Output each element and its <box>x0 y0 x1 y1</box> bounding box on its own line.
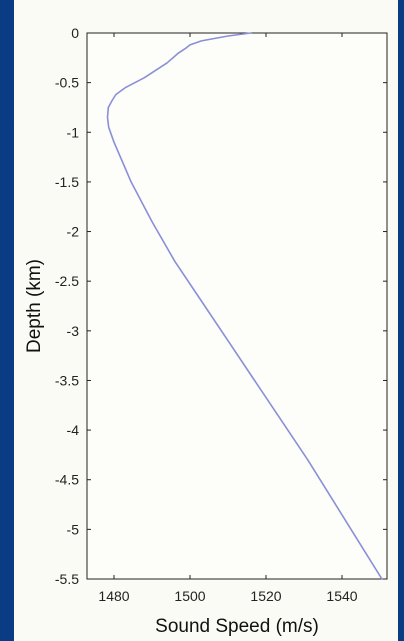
x-tick-label: 1520 <box>250 588 281 604</box>
y-tick-label: -1.5 <box>55 174 79 190</box>
x-tick-label: 1540 <box>326 588 357 604</box>
y-tick-label: -3 <box>67 323 80 339</box>
x-tick-label: 1500 <box>174 588 205 604</box>
y-tick-label: 0 <box>71 25 79 41</box>
y-tick-label: -5 <box>67 521 80 537</box>
axis-ticks <box>87 32 387 580</box>
y-tick-label: -2 <box>67 224 80 240</box>
y-tick-label: -0.5 <box>55 75 79 91</box>
y-tick-label: -5.5 <box>55 571 79 587</box>
tick-labels: 0 -0.5 -1 -1.5 -2 -2.5 -3 -3.5 -4 -4.5 -5 -5.5 1480 1… <box>55 25 358 604</box>
x-tick-label: 1480 <box>98 588 129 604</box>
sound-speed-profile-line <box>106 32 383 580</box>
y-tick-label: -4.5 <box>55 472 79 488</box>
y-tick-label: -1 <box>67 124 80 140</box>
plot-area <box>86 32 388 580</box>
x-axis-label: Sound Speed (m/s) <box>155 616 319 637</box>
y-tick-label: -2.5 <box>55 273 79 289</box>
series-layer <box>106 32 383 580</box>
y-axis-label: Depth (km) <box>24 259 45 353</box>
y-tick-label: -3.5 <box>55 372 79 388</box>
y-tick-label: -4 <box>67 422 80 438</box>
